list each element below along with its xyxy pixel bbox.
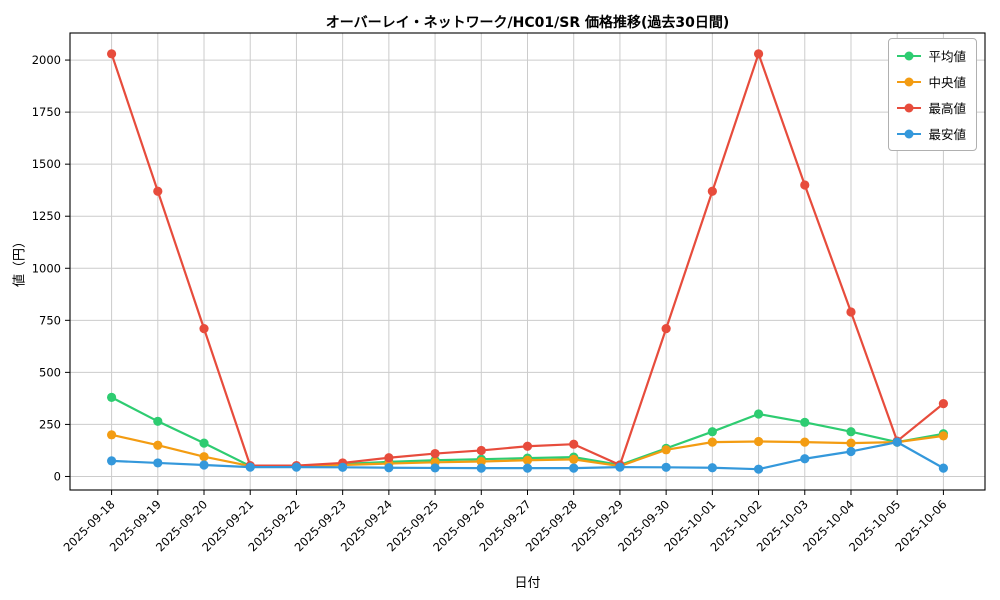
- svg-text:1000: 1000: [32, 261, 61, 275]
- legend-item-mean: 平均値: [897, 46, 966, 65]
- legend-label: 平均値: [928, 49, 966, 64]
- svg-text:750: 750: [39, 313, 61, 327]
- legend-label: 中央値: [928, 75, 966, 90]
- legend-label: 最高値: [928, 101, 966, 116]
- chart-legend: 平均値 中央値 最高値 最安値: [888, 38, 977, 151]
- line-dot-marker-icon: [897, 51, 922, 61]
- svg-text:0: 0: [54, 469, 61, 483]
- chart-title: オーバーレイ・ネットワーク/HC01/SR 価格推移(過去30日間): [325, 15, 730, 31]
- line-dot-marker-icon: [897, 103, 922, 113]
- legend-item-max: 最高値: [897, 98, 966, 117]
- legend-label: 最安値: [928, 127, 966, 142]
- line-dot-marker-icon: [897, 77, 922, 87]
- line-dot-marker-icon: [897, 129, 922, 139]
- svg-text:1750: 1750: [32, 105, 61, 119]
- svg-text:250: 250: [39, 417, 61, 431]
- y-axis-label: 値（円）: [12, 234, 28, 288]
- legend-item-min: 最安値: [897, 124, 966, 143]
- legend-item-median: 中央値: [897, 72, 966, 91]
- svg-text:1500: 1500: [32, 157, 61, 171]
- svg-text:2000: 2000: [32, 53, 61, 67]
- svg-text:1250: 1250: [32, 209, 61, 223]
- svg-text:500: 500: [39, 365, 61, 379]
- x-axis-label: 日付: [514, 576, 541, 591]
